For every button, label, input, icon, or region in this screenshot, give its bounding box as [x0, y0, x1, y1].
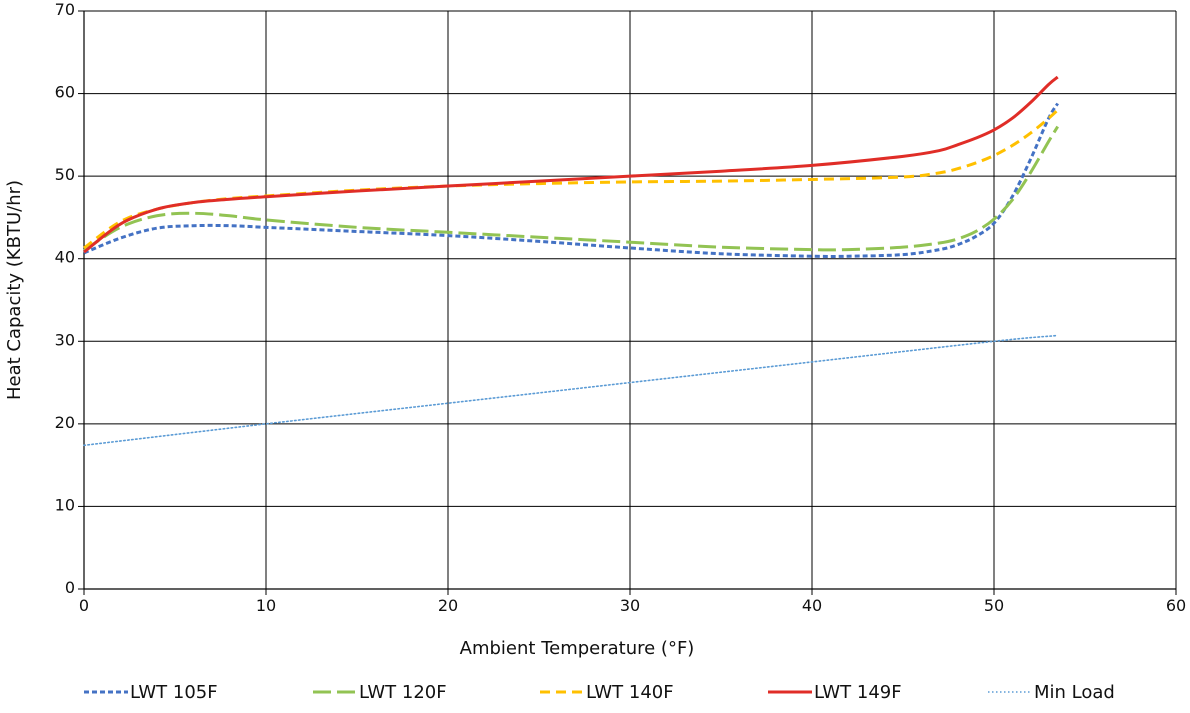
series-line-lwt-149f	[83, 75, 1059, 254]
axes	[78, 10, 1177, 595]
x-tick-label: 0	[79, 596, 89, 615]
x-axis-title: Ambient Temperature (°F)	[460, 638, 695, 659]
y-tick-label: 0	[65, 578, 75, 597]
series-line-lwt-140f	[83, 108, 1059, 250]
legend-label: LWT 105F	[130, 682, 218, 703]
y-tick-label: 30	[55, 330, 75, 349]
x-tick-label: 40	[802, 596, 822, 615]
legend-label: LWT 149F	[814, 682, 902, 703]
y-tick-label: 70	[55, 0, 75, 19]
legend-item-lwt-149f: LWT 149F	[768, 682, 902, 703]
y-tick-label: 60	[55, 83, 75, 102]
legend-item-lwt-105f: LWT 105F	[84, 682, 218, 703]
tick-labels: 0 10 20 30 40 50 60 70 0 10 20 30 40 50 60	[55, 0, 1187, 615]
legend-label: LWT 120F	[359, 682, 447, 703]
legend-item-lwt-120f: LWT 120F	[313, 682, 447, 703]
x-tick-label: 60	[1166, 596, 1186, 615]
y-tick-label: 50	[55, 165, 75, 184]
series-line-lwt-120f	[83, 125, 1059, 252]
x-tick-label: 50	[984, 596, 1004, 615]
y-axis-title: Heat Capacity (KBTU/hr)	[4, 180, 25, 400]
grid	[84, 10, 1177, 589]
x-tick-label: 30	[620, 596, 640, 615]
y-tick-label: 20	[55, 413, 75, 432]
series-line-lwt-105f	[83, 102, 1059, 258]
series-lines	[83, 75, 1059, 447]
x-tick-label: 10	[256, 596, 276, 615]
legend-item-min-load: Min Load	[988, 682, 1115, 703]
series-line-min-load	[83, 334, 1059, 447]
legend-label: Min Load	[1034, 682, 1115, 703]
y-tick-label: 40	[55, 248, 75, 267]
legend-label: LWT 140F	[586, 682, 674, 703]
x-tick-label: 20	[438, 596, 458, 615]
legend: LWT 105F LWT 120F LWT 140F LWT 149F Min Load	[84, 682, 1115, 703]
legend-item-lwt-140f: LWT 140F	[540, 682, 674, 703]
y-tick-label: 10	[55, 495, 75, 514]
